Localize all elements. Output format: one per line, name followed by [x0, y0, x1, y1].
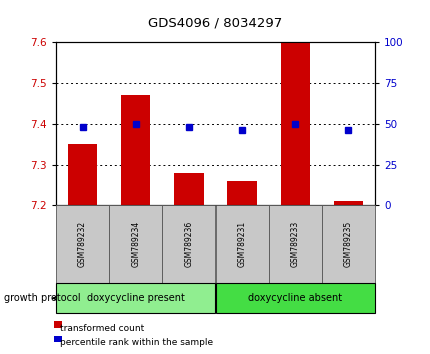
Bar — [227, 181, 256, 205]
Text: GDS4096 / 8034297: GDS4096 / 8034297 — [148, 17, 282, 29]
Text: GSM789232: GSM789232 — [78, 221, 87, 267]
Bar — [68, 144, 97, 205]
Text: doxycycline present: doxycycline present — [86, 293, 184, 303]
Text: doxycycline absent: doxycycline absent — [248, 293, 341, 303]
Text: GSM789234: GSM789234 — [131, 221, 140, 267]
Text: GSM789233: GSM789233 — [290, 221, 299, 267]
Bar — [333, 201, 362, 205]
Text: transformed count: transformed count — [60, 324, 144, 333]
Bar — [174, 173, 203, 205]
Text: percentile rank within the sample: percentile rank within the sample — [60, 338, 213, 347]
Text: GSM789236: GSM789236 — [184, 221, 193, 267]
Bar — [121, 95, 150, 205]
Text: GSM789235: GSM789235 — [343, 221, 352, 267]
Bar — [280, 42, 309, 205]
Text: growth protocol: growth protocol — [4, 293, 81, 303]
Text: GSM789231: GSM789231 — [237, 221, 246, 267]
